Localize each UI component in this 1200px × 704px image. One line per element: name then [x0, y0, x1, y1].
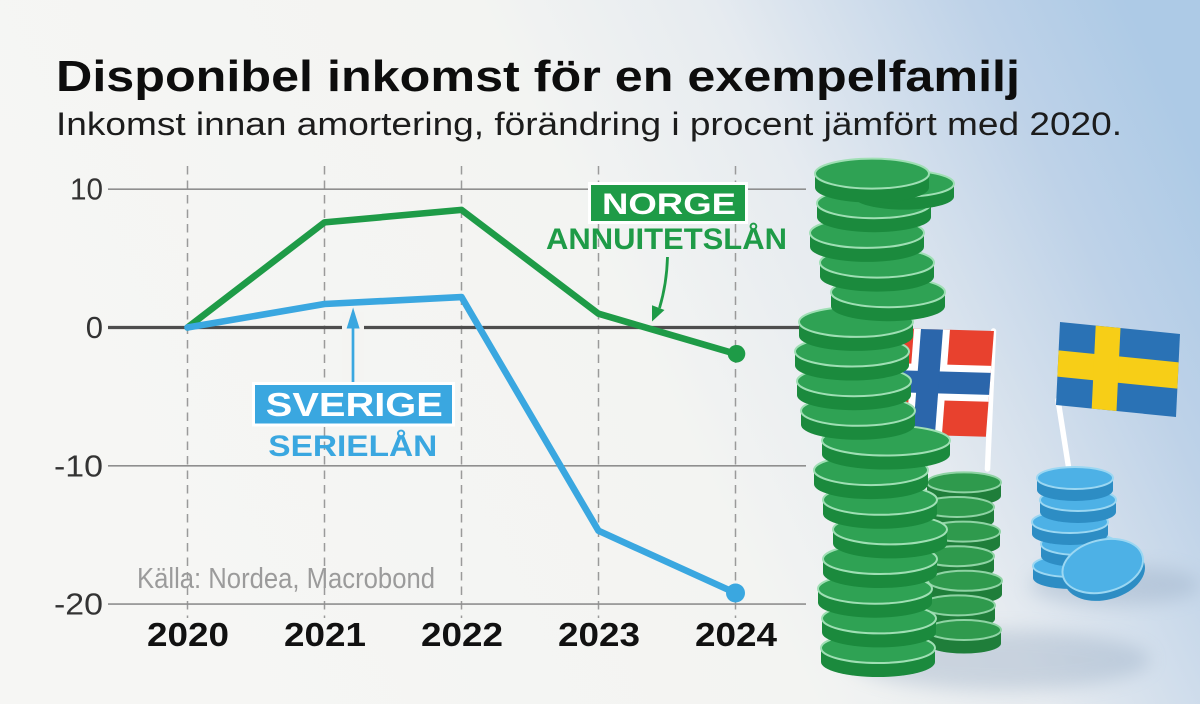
svg-text:SERIELÅN: SERIELÅN: [268, 430, 437, 463]
svg-text:Källa: Nordea, Macrobond: Källa: Nordea, Macrobond: [137, 563, 435, 595]
svg-text:2020: 2020: [147, 617, 229, 654]
svg-text:0: 0: [86, 310, 103, 345]
svg-text:ANNUITETSLÅN: ANNUITETSLÅN: [546, 223, 787, 256]
svg-text:10: 10: [70, 172, 103, 207]
svg-text:-20: -20: [54, 587, 103, 622]
svg-text:Disponibel inkomst för en exem: Disponibel inkomst för en exempelfamilj: [56, 52, 1020, 101]
svg-text:SVERIGE: SVERIGE: [266, 386, 443, 423]
svg-text:2021: 2021: [284, 617, 366, 654]
svg-text:2023: 2023: [558, 617, 640, 654]
svg-text:2022: 2022: [421, 617, 503, 654]
svg-text:2024: 2024: [695, 617, 777, 654]
svg-text:NORGE: NORGE: [602, 188, 736, 221]
svg-text:-10: -10: [54, 448, 103, 483]
svg-text:Inkomst innan amortering, förä: Inkomst innan amortering, förändring i p…: [56, 106, 1122, 142]
